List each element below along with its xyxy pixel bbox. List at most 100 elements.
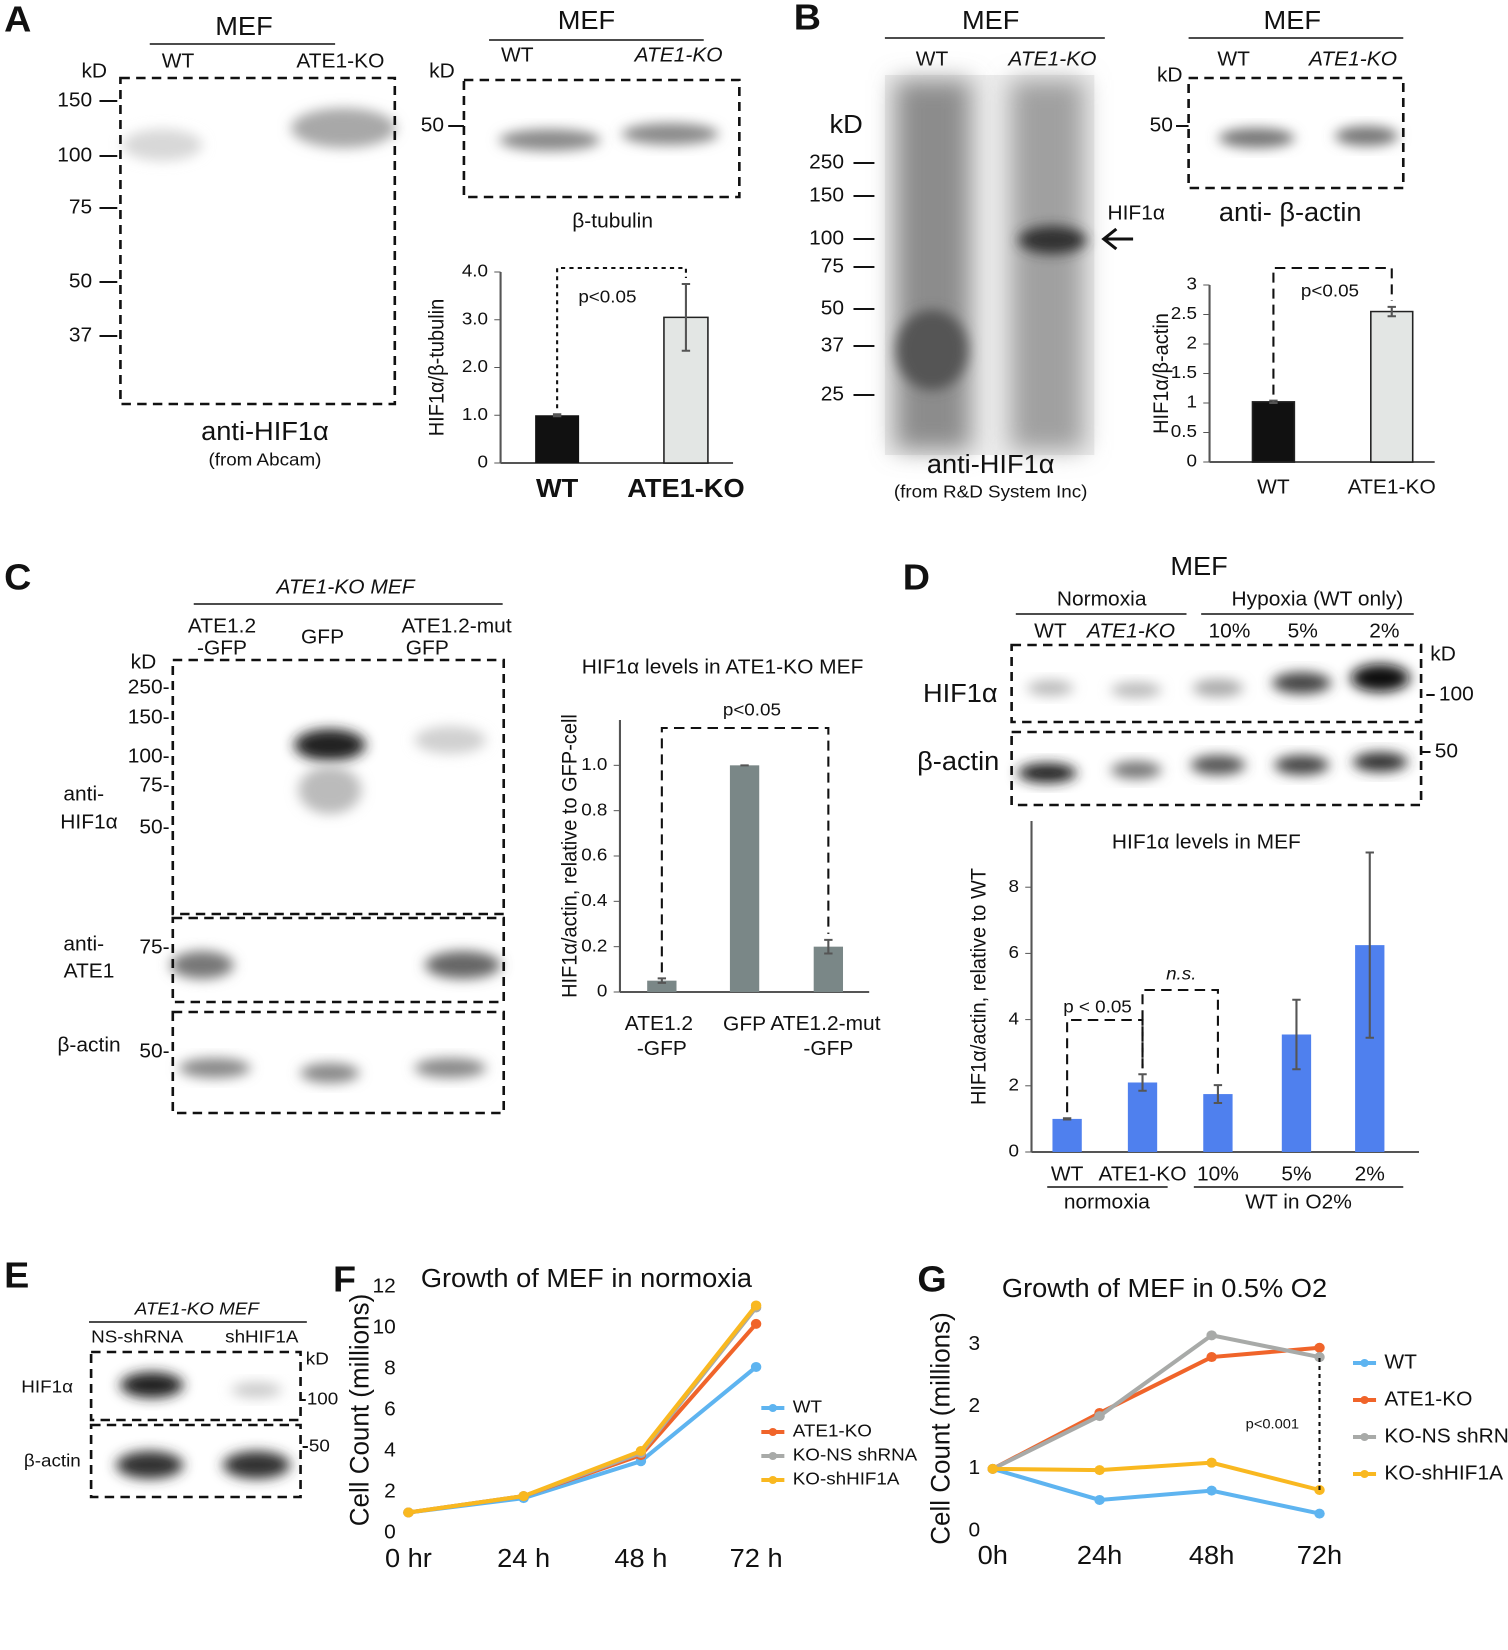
legend-swatch: [768, 1452, 778, 1460]
x-tick-label: 2%: [1355, 1163, 1385, 1185]
y-tick-label: 1: [969, 1457, 981, 1479]
band: [1350, 664, 1410, 692]
unit-label: kD: [306, 1348, 329, 1369]
blot-header: MEF: [1264, 5, 1321, 34]
legend-swatch: [768, 1476, 778, 1484]
band: [1190, 755, 1246, 775]
y-tick-label: 0: [1008, 1140, 1018, 1161]
marker-label: 150: [809, 184, 844, 206]
band: [1335, 126, 1399, 146]
unit-label: kD: [81, 60, 107, 82]
significance-bracket: [1066, 1019, 1144, 1113]
y-tick-label: 0: [384, 1521, 396, 1543]
row-label: β-actin: [57, 1034, 120, 1056]
marker-label: 100: [1439, 683, 1474, 705]
lane-label: GFP: [301, 626, 344, 648]
x-tick-label: 5%: [1281, 1163, 1311, 1185]
point: [750, 1318, 762, 1329]
legend-swatch: [768, 1404, 778, 1412]
blot-frame: [462, 78, 741, 199]
marker-label: 100: [307, 1388, 338, 1409]
point: [518, 1491, 529, 1502]
y-tick-label: 1: [1186, 391, 1196, 412]
chart: 0 2 4 6 8 HIF1α levels in MEF HIF1α/actin, rel…: [967, 821, 1419, 1213]
line: [991, 1345, 1320, 1471]
row-label: β-actin: [917, 746, 999, 775]
legend-swatch: [768, 1428, 778, 1436]
x-tick-label: ATE1-KO: [1098, 1163, 1186, 1185]
band: [298, 766, 362, 814]
line: [991, 1333, 1320, 1471]
panel-letter: C: [4, 557, 31, 597]
legend-label: ATE1-KO: [793, 1420, 872, 1441]
blot-e: ATE1-KO MEF NS-shRNA shHIF1A kD 100 50 H…: [21, 1298, 338, 1499]
legend-label: KO-NS shRNA: [1384, 1425, 1508, 1447]
panel-letter: E: [4, 1255, 29, 1295]
y-tick-label: 0.2: [581, 935, 607, 956]
marker-label: 25: [821, 383, 844, 405]
marker-label: 250: [809, 151, 844, 173]
lane-label: NS-shRNA: [91, 1326, 184, 1347]
marker-label: 50-: [139, 1040, 169, 1062]
legend-label: WT: [793, 1396, 822, 1417]
y-tick-label: 4.0: [462, 260, 488, 281]
marker-ticks: [99, 100, 118, 337]
y-tick-label: 0.4: [581, 889, 607, 910]
y-tick-label: 2.5: [1171, 303, 1197, 324]
x-tick-label: ATE1.2-mut -GFP: [770, 1013, 886, 1060]
arrow: [1101, 227, 1134, 251]
blot-frame: [171, 658, 506, 916]
blot-header: MEF: [215, 11, 272, 40]
lane-label: ATE1-KO: [1307, 48, 1397, 70]
panel-letters: A B C D E F G: [4, 0, 947, 1299]
band: [170, 951, 234, 979]
chart: 0 1.0 2.0 3.0 4.0 HIF1α/β-tubulin WT ATE1-KO p<0…: [425, 260, 745, 503]
error-bar: [1138, 1073, 1147, 1092]
blot-header: MEF: [962, 5, 1019, 34]
point: [1206, 1330, 1217, 1341]
legend-swatch: [1360, 1470, 1369, 1478]
significance-bracket: [1141, 989, 1219, 1080]
annotation: p<0.001: [1246, 1417, 1299, 1433]
band: [223, 1451, 291, 1479]
y-tick-label: 1.5: [1171, 362, 1197, 383]
band: [1272, 672, 1332, 694]
group-label: normoxia: [1064, 1191, 1151, 1213]
legend-label: WT: [1384, 1351, 1417, 1373]
y-tick-label: 1.0: [462, 403, 488, 424]
y-tick-label: 8: [384, 1357, 396, 1379]
y-tick-label: 0.8: [581, 799, 607, 820]
panel-letter: D: [903, 557, 930, 597]
blot-frame: [171, 916, 506, 1004]
y-tick-label: 10: [373, 1316, 396, 1338]
marker-label: 50: [1150, 114, 1173, 136]
y-tick-label: 8: [1008, 875, 1018, 896]
bar: [1370, 310, 1414, 463]
marker-label: 75: [69, 196, 92, 218]
row-label: HIF1α: [923, 678, 998, 707]
chart: 0 0.2 0.4 0.6 0.8 1.0 HIF1α levels in ATE1-KO …: [558, 656, 886, 1060]
unit-label: kD: [1157, 64, 1183, 86]
line: [992, 1460, 1321, 1492]
band: [1192, 679, 1244, 697]
y-tick-label: 3: [1186, 273, 1196, 294]
lane-label: ATE1-KO: [1085, 620, 1175, 642]
panel-letter: F: [333, 1259, 356, 1299]
y-tick-label: 0: [1186, 450, 1196, 471]
x-tick-label: ATE1-KO: [1348, 476, 1436, 498]
y-axis-title: HIF1α/actin, relative to GFP-cell: [558, 714, 582, 998]
x-tick-label: 72h: [1297, 1540, 1342, 1569]
chart: 0 1 2 3 Growth of MEF in 0.5% O2 Cell Count (…: [925, 1273, 1508, 1569]
marker-label: 37: [821, 334, 844, 356]
lane-label: WT: [501, 44, 534, 66]
marker-label: 50: [1435, 740, 1458, 762]
y-tick-label: 3.0: [462, 308, 488, 329]
significance-bracket: [556, 267, 687, 409]
y-tick-label: 2: [384, 1480, 396, 1502]
bar: [729, 765, 760, 992]
error-bar: [1365, 851, 1374, 1039]
y-tick-label: 2.0: [462, 356, 488, 377]
y-tick-label: 0.5: [1171, 421, 1197, 442]
bar: [1052, 1118, 1082, 1152]
